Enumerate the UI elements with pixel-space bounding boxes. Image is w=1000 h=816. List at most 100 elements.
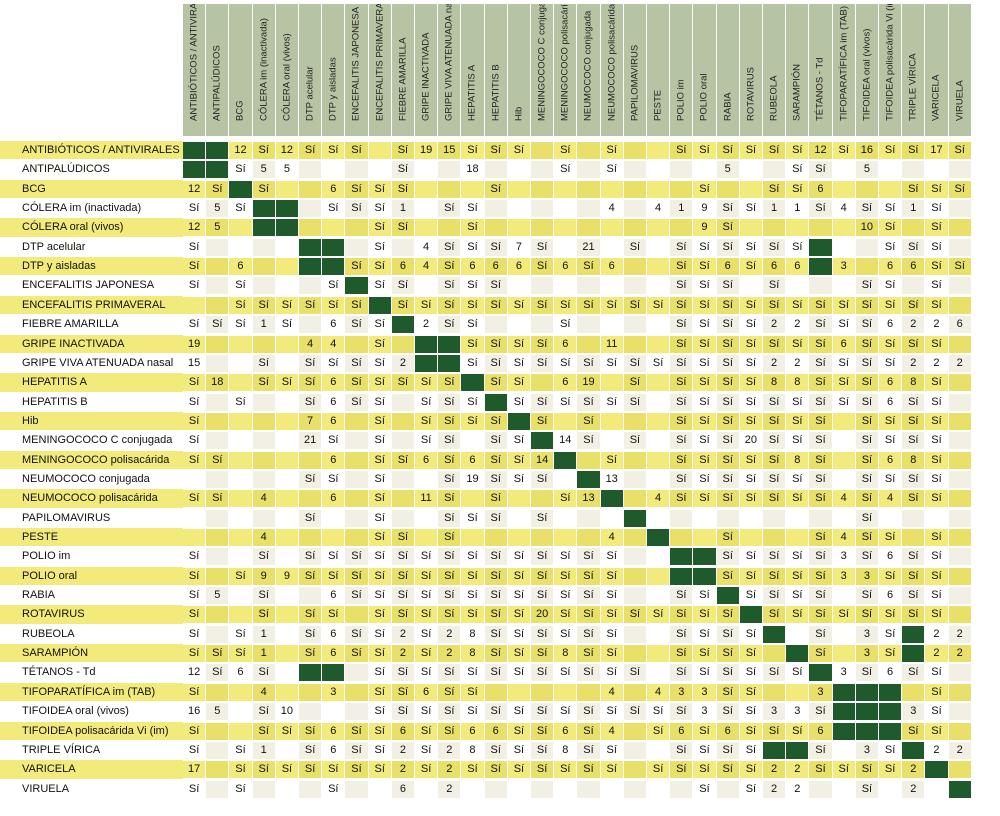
table-cell: Sí <box>461 354 484 372</box>
column-header-label: SARAMPIÓN <box>791 63 803 121</box>
table-cell: Sí <box>322 277 345 295</box>
table-cell <box>461 432 484 450</box>
diagonal-block <box>832 722 855 740</box>
table-cell: 2 <box>438 645 461 663</box>
table-cell: Sí <box>554 142 577 159</box>
table-cell: Sí <box>739 335 762 353</box>
diagonal-block <box>275 200 298 218</box>
table-cell: Sí <box>531 548 554 566</box>
table-cell <box>623 316 646 334</box>
table-cell: Sí <box>484 567 507 585</box>
table-cell: 7 <box>507 238 530 256</box>
table-cell <box>647 664 670 682</box>
table-cell <box>948 703 971 721</box>
table-cell: Sí <box>855 335 878 353</box>
table-cell: Sí <box>763 567 786 585</box>
table-cell <box>391 432 414 450</box>
table-cell: Sí <box>229 161 252 179</box>
table-cell <box>832 161 855 179</box>
column-header: FIEBRE AMARILLA <box>391 4 414 136</box>
table-cell <box>391 238 414 256</box>
table-cell <box>832 741 855 759</box>
table-cell: Sí <box>855 316 878 334</box>
table-cell: Sí <box>206 490 229 508</box>
table-cell: Sí <box>855 548 878 566</box>
table-cell <box>623 587 646 605</box>
table-cell: Sí <box>670 412 693 430</box>
table-cell <box>647 335 670 353</box>
table-row: PAPILOMAVIRUS Sí Sí Sí Sí Sí Sí Sí <box>0 508 1000 528</box>
table-cell: Sí <box>507 548 530 566</box>
table-cell <box>623 142 646 159</box>
table-cell: Sí <box>879 142 902 159</box>
table-cell <box>623 645 646 663</box>
table-row: HEPATITIS A Sí 18 Sí Sí Sí 6 Sí Sí Sí Sí Sí Sí Sí 6 19 S… <box>0 373 1000 392</box>
table-cell <box>275 470 298 488</box>
table-cell: Sí <box>925 722 948 740</box>
table-cell: Sí <box>183 490 206 508</box>
table-cell: Sí <box>670 277 693 295</box>
column-header: TIFOIDEA polisacárida Vi (im) <box>879 4 902 136</box>
table-cell: Sí <box>693 490 716 508</box>
table-cell: Sí <box>415 664 438 682</box>
row-label: RUBEOLA <box>0 624 183 644</box>
table-cell: Sí <box>554 548 577 566</box>
table-cell: Sí <box>484 664 507 682</box>
table-cell: Sí <box>809 374 832 392</box>
table-cell: Sí <box>925 587 948 605</box>
table-cell: Sí <box>739 238 762 256</box>
table-cell: Sí <box>415 296 438 314</box>
table-cell: 6 <box>879 548 902 566</box>
table-cell: Sí <box>786 180 809 198</box>
table-cell: Sí <box>925 490 948 508</box>
table-cell: Sí <box>554 316 577 334</box>
table-cell: Sí <box>438 432 461 450</box>
table-cell <box>299 180 322 198</box>
table-cell: 20 <box>739 432 762 450</box>
table-cell <box>623 529 646 546</box>
table-cell <box>206 238 229 256</box>
table-cell: Sí <box>693 606 716 624</box>
table-row: ENCEFALITIS JAPONESA Sí Sí Sí Sí Sí Sí Sí Sí Sí Sí… <box>0 276 1000 295</box>
table-cell: 21 <box>299 432 322 450</box>
table-cell: Sí <box>855 393 878 411</box>
table-cell: 19 <box>577 374 600 392</box>
table-cell: Sí <box>368 722 391 740</box>
row-label: HEPATITIS B <box>0 392 183 411</box>
table-cell <box>809 219 832 237</box>
table-cell: Sí <box>739 567 762 585</box>
table-cell: 1 <box>252 316 275 334</box>
table-cell <box>206 509 229 527</box>
table-cell: Sí <box>461 393 484 411</box>
table-cell: Sí <box>299 567 322 585</box>
table-cell: Sí <box>531 509 554 527</box>
diagonal-block <box>855 703 878 721</box>
table-cell <box>716 780 739 798</box>
table-cell: 4 <box>252 683 275 701</box>
diagonal-block <box>809 238 832 256</box>
table-cell: Sí <box>716 451 739 469</box>
table-cell: Sí <box>786 393 809 411</box>
column-header: GRIPE INACTIVADA <box>415 4 438 136</box>
table-cell: Sí <box>507 587 530 605</box>
table-cell: Sí <box>484 374 507 392</box>
table-cell: Sí <box>484 335 507 353</box>
table-cell <box>531 490 554 508</box>
table-cell: Sí <box>786 470 809 488</box>
table-cell <box>647 258 670 276</box>
table-cell: Sí <box>252 722 275 740</box>
table-cell <box>670 219 693 237</box>
table-cell: Sí <box>391 451 414 469</box>
table-cell: 2 <box>391 761 414 779</box>
table-cell: Sí <box>391 161 414 179</box>
column-header-label: ENCEFALITIS JAPONESA <box>350 6 362 121</box>
table-cell: Sí <box>322 354 345 372</box>
table-cell: Sí <box>299 722 322 740</box>
table-cell: Sí <box>206 180 229 198</box>
table-cell: Sí <box>577 741 600 759</box>
diagonal-block <box>391 316 414 334</box>
table-cell: Sí <box>739 780 762 798</box>
table-cell <box>484 219 507 237</box>
row-label: NEUMOCOCO conjugada <box>0 469 183 489</box>
table-cell: Sí <box>438 606 461 624</box>
